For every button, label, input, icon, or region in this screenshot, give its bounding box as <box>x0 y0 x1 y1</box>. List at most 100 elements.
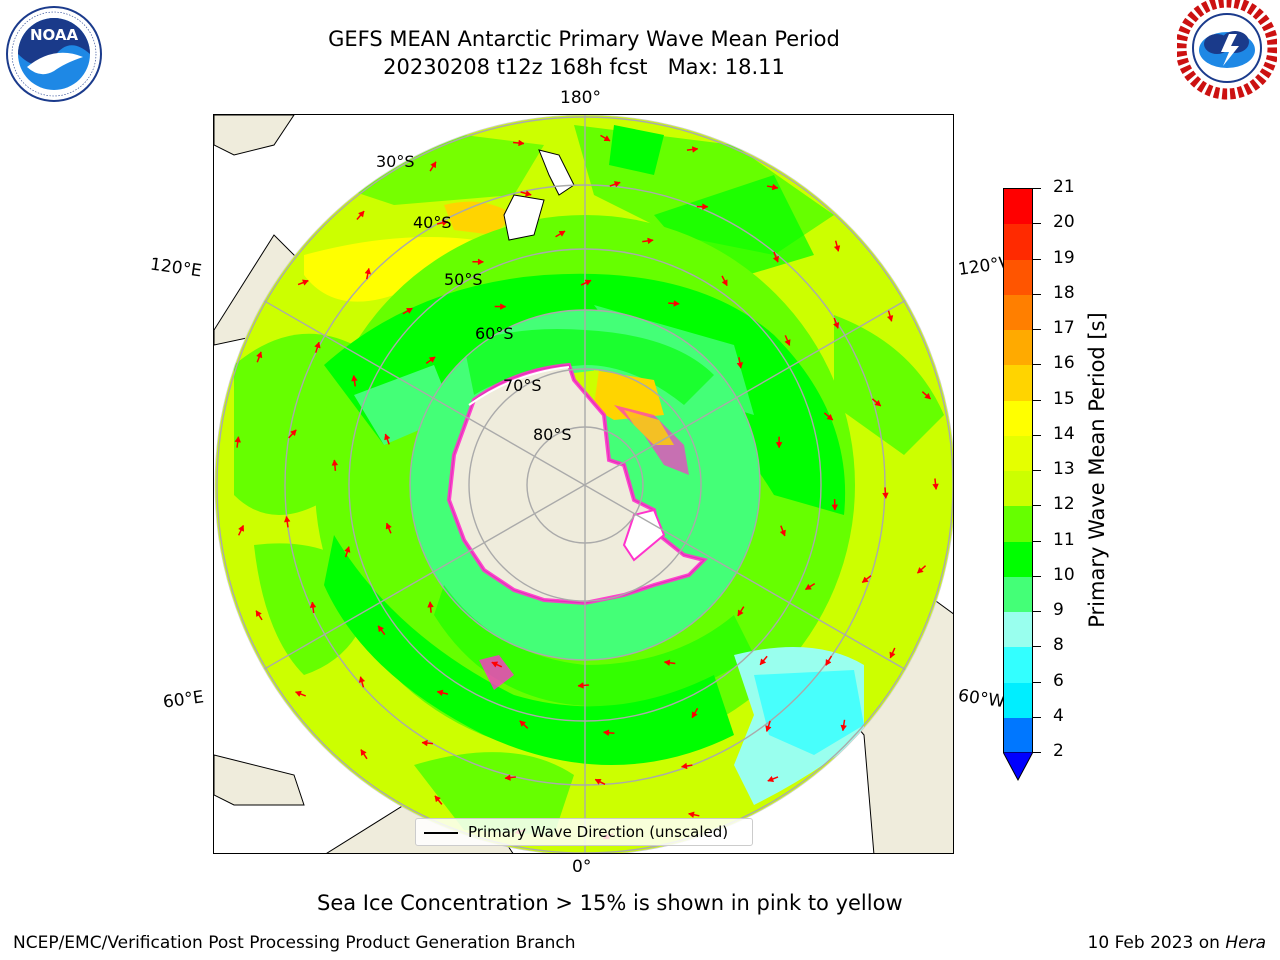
wave-arrow-head <box>759 658 767 666</box>
wave-arrow-head <box>833 322 840 329</box>
wave-arrow-head <box>504 774 511 781</box>
lat-label-30s: 30°S <box>376 152 415 171</box>
colorbar-segment <box>1004 189 1032 225</box>
colorbar-tick-mark <box>1033 646 1041 648</box>
colorbar-segment <box>1004 400 1032 437</box>
wave-arrow-head <box>525 190 532 197</box>
wave-arrow-head <box>256 351 263 359</box>
wave-arrow-head <box>831 504 839 511</box>
map-title: GEFS MEAN Antarctic Primary Wave Mean Pe… <box>328 27 840 51</box>
lat-label-80s: 80°S <box>533 425 572 444</box>
land-madagascar <box>214 754 305 806</box>
wave-arrow-head <box>477 258 484 266</box>
land-new-zealand-south <box>503 194 545 241</box>
wave-arrow-head <box>825 658 832 666</box>
wave-arrow-head <box>430 161 437 169</box>
land-corner-australia <box>214 115 295 156</box>
colorbar-tick-label: 19 <box>1053 247 1075 268</box>
colorbar-tick-label: 17 <box>1053 318 1075 338</box>
wave-arrow-head <box>932 483 939 490</box>
map-subtitle-forecast: 20230208 t12z 168h fcst Max: 18.11 <box>383 55 785 79</box>
wave-arrow-head <box>295 690 302 697</box>
wave-arrow-head <box>358 676 366 683</box>
colorbar-segment <box>1004 612 1032 648</box>
wave-arrow-head <box>344 546 351 553</box>
wave-arrow-head <box>518 139 525 147</box>
wave-arrow-head <box>360 749 367 757</box>
wave-arrow-head <box>673 300 680 307</box>
wave-arrow-head <box>427 601 434 608</box>
footer-branch: NCEP/EMC/Verification Post Processing Pr… <box>13 933 576 953</box>
wave-arrow-head <box>238 524 244 532</box>
wave-arrow-head <box>647 237 654 245</box>
colorbar-tick-label: 15 <box>1053 388 1075 409</box>
wave-arrow-head <box>377 625 385 633</box>
lon-label-0: 0° <box>572 857 592 877</box>
wave-arrow-head <box>691 711 698 719</box>
wave-arrow-head <box>779 529 786 537</box>
wave-arrow-head <box>833 245 841 252</box>
colorbar-tick-mark <box>1033 575 1041 577</box>
colorbar-segment <box>1004 365 1032 401</box>
colorbar-tick-label: 10 <box>1053 564 1075 585</box>
colorbar-tick-label: 13 <box>1053 459 1075 479</box>
colorbar-tick-mark <box>1033 364 1041 366</box>
wave-arrow-head <box>702 203 709 210</box>
wave-arrow-head <box>784 339 791 346</box>
polar-map <box>213 114 954 854</box>
map-legend: Primary Wave Direction (unscaled) <box>415 818 753 846</box>
colorbar-tick-label: 12 <box>1053 494 1075 515</box>
colorbar-segment <box>1004 717 1032 754</box>
colorbar-tick-mark <box>1033 223 1041 225</box>
colorbar-tick-mark <box>1033 434 1041 436</box>
nws-logo <box>1175 0 1279 100</box>
colorbar-segment <box>1004 330 1032 366</box>
wave-arrow-head <box>663 659 671 667</box>
wave-arrow-head <box>351 374 358 382</box>
colorbar-tick-mark <box>1033 540 1041 542</box>
wave-arrow-head <box>314 341 321 349</box>
noaa-logo-text: NOAA <box>30 26 79 44</box>
colorbar-tick-label: 4 <box>1053 705 1064 726</box>
wave-arrow-head <box>886 315 894 322</box>
wave-arrow-head <box>771 183 779 191</box>
sea-ice-note: Sea Ice Concentration > 15% is shown in … <box>317 891 903 915</box>
wave-arrow-head <box>519 720 527 727</box>
wave-arrow-head <box>357 210 365 218</box>
colorbar-tick-mark <box>1033 716 1041 718</box>
lon-label-120e: 120°E <box>148 254 203 282</box>
wave-arrow-head <box>309 601 317 608</box>
wave-arrow-head <box>737 609 744 617</box>
colorbar-tick-label: 16 <box>1053 353 1075 374</box>
lat-label-50s: 50°S <box>444 270 483 289</box>
wave-arrow-head <box>441 219 449 227</box>
wave-arrow-head <box>691 146 699 153</box>
noaa-logo: NOAA <box>5 5 103 103</box>
lon-label-60w: 60°W <box>956 685 1007 713</box>
wave-arrow-head <box>767 775 775 783</box>
colorbar-tick-label: 20 <box>1053 212 1075 233</box>
colorbar-tick-label: 18 <box>1053 282 1075 303</box>
colorbar-tick-mark <box>1033 752 1041 753</box>
wave-arrow-head <box>917 566 924 574</box>
colorbar-tick-label: 2 <box>1053 741 1064 761</box>
colorbar-tick-mark <box>1033 505 1041 507</box>
wave-arrow-head <box>577 682 584 689</box>
wave-arrow-head <box>874 399 882 407</box>
colorbar-tick-mark <box>1033 470 1041 471</box>
wave-arrow-head <box>775 442 783 449</box>
wave-arrow-head <box>924 392 931 400</box>
colorbar-tick-label: 6 <box>1053 670 1064 691</box>
colorbar-tick-mark <box>1033 329 1041 330</box>
wave-arrow-head <box>434 795 441 803</box>
wave-arrow-head <box>861 576 869 583</box>
colorbar-segment <box>1004 471 1032 507</box>
lon-label-180: 180° <box>560 88 601 108</box>
lat-label-70s: 70°S <box>503 376 542 395</box>
wave-arrow-head <box>290 429 297 437</box>
colorbar-tick-mark <box>1033 681 1041 683</box>
wave-arrow-head <box>882 492 889 499</box>
footer-date: 10 Feb 2023 on Hera <box>1088 933 1266 953</box>
colorbar-segment <box>1004 682 1032 719</box>
wave-arrow-head <box>602 729 610 737</box>
